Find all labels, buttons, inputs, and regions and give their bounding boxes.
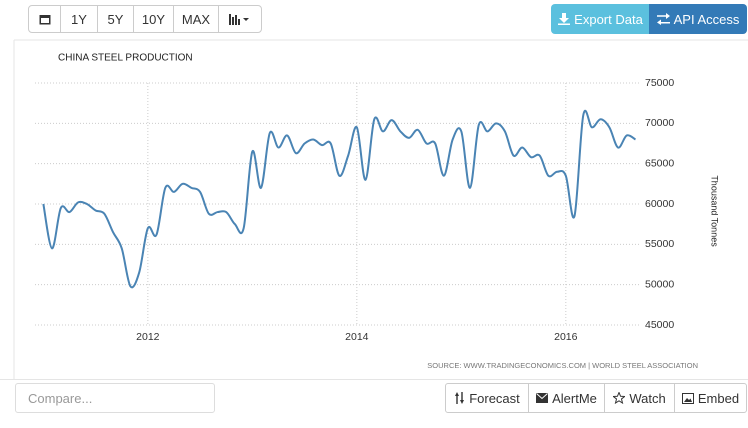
y-tick-label: 45000 [645,319,674,331]
sort-icon [455,392,465,404]
y-axis-label: Thousand Tonnes [710,175,720,247]
compare-input[interactable]: Compare... [15,383,215,413]
y-tick-label: 65000 [645,157,674,169]
x-tick-label: 2014 [345,331,369,343]
forecast-button[interactable]: Forecast [445,383,529,413]
envelope-icon [536,393,549,403]
range-button[interactable]: MAX [173,5,219,33]
embed-button[interactable]: Embed [674,383,747,413]
range-button[interactable]: 5Y [97,5,134,33]
picture-icon [681,392,694,404]
export-label: Export Data [574,11,643,27]
calendar-button[interactable] [28,5,61,33]
alert-button[interactable]: AlertMe [528,383,605,413]
y-tick-label: 70000 [645,117,674,129]
api-button[interactable]: API Access [649,4,747,34]
alert-label: AlertMe [552,390,597,406]
chart-title: CHINA STEEL PRODUCTION [58,53,193,64]
download-icon [558,13,571,25]
series-line [42,109,637,289]
y-tick-label: 55000 [645,238,674,250]
x-tick-label: 2016 [554,331,578,343]
source: SOURCE: WWW.TRADINGECONOMICS.COM | WORLD… [427,361,698,370]
y-tick-label: 60000 [645,198,674,210]
export-button[interactable]: Export Data [551,4,650,34]
y-tick-label: 50000 [645,278,674,290]
range-button[interactable]: 10Y [133,5,174,33]
star-icon [613,392,626,404]
y-tick-label: 75000 [645,77,674,89]
api-label: API Access [673,11,740,27]
embed-label: Embed [697,390,740,406]
exchange-icon [656,13,670,25]
chart-type-icon [229,14,249,25]
x-tick-label: 2012 [136,331,160,343]
chart-type-button[interactable] [218,5,262,33]
calendar-icon [39,15,50,25]
watch-label: Watch [629,390,666,406]
chart: CHINA STEEL PRODUCTION Thousand Tonnes S… [0,39,748,380]
range-button[interactable]: 1Y [60,5,98,33]
forecast-label: Forecast [469,390,520,406]
watch-button[interactable]: Watch [604,383,675,413]
